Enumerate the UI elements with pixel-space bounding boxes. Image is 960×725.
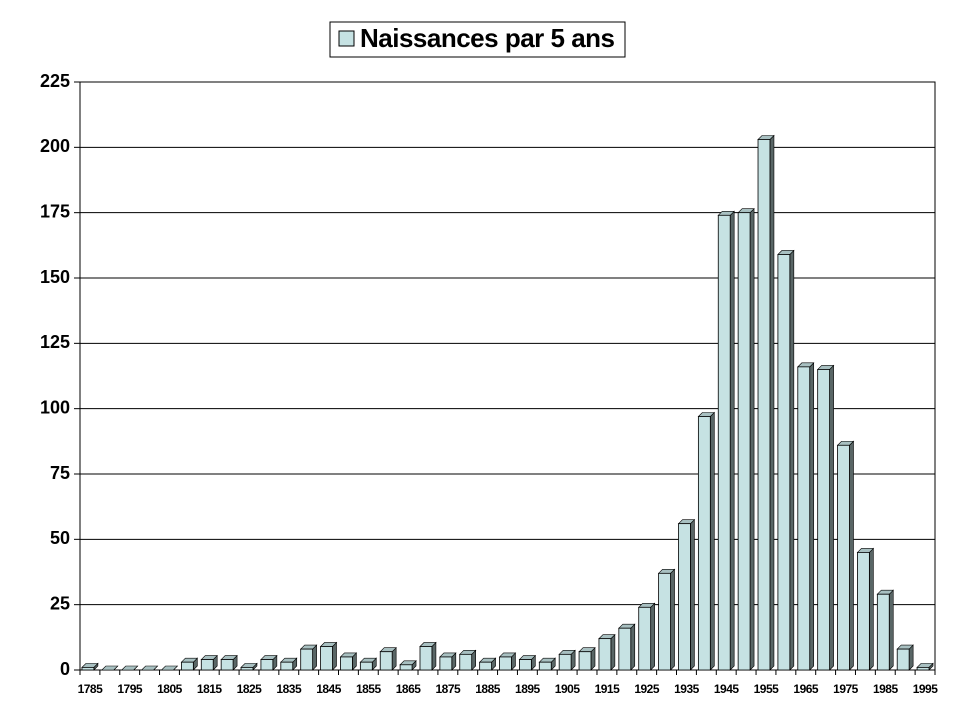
bar <box>757 139 771 671</box>
bar <box>578 651 592 671</box>
bar <box>837 444 850 671</box>
bar <box>737 212 751 671</box>
bar <box>618 627 632 671</box>
bar <box>777 254 791 671</box>
bar <box>220 659 234 671</box>
bar <box>658 572 671 671</box>
bar-side <box>749 207 755 671</box>
bar <box>399 664 413 671</box>
bar-top <box>121 665 139 671</box>
bar-side <box>670 568 675 671</box>
bar-side <box>729 210 735 671</box>
bar <box>678 523 691 671</box>
x-tick-label: 1845 <box>316 682 342 696</box>
x-tick-label: 1955 <box>754 682 780 696</box>
bar <box>300 648 314 671</box>
bar <box>499 656 512 671</box>
x-tick-label: 1975 <box>833 682 859 696</box>
bar-side <box>789 249 795 671</box>
bar-top <box>160 665 179 671</box>
y-tick-label: 25 <box>50 593 70 613</box>
bar-side <box>710 411 715 671</box>
bar <box>916 666 930 671</box>
bar <box>598 638 612 671</box>
y-tick-label: 125 <box>40 332 70 352</box>
bar-top <box>101 665 119 671</box>
bar <box>439 656 453 671</box>
bar <box>419 646 433 671</box>
x-tick-label: 1925 <box>634 682 660 696</box>
y-tick-label: 50 <box>50 528 70 548</box>
y-tick-label: 75 <box>50 463 70 483</box>
x-tick-label: 1985 <box>873 682 899 696</box>
x-tick-label: 1965 <box>793 682 819 696</box>
bar <box>240 666 254 671</box>
bar <box>359 661 373 671</box>
bar-side <box>332 641 337 671</box>
bar-top <box>140 665 159 671</box>
y-tick-label: 200 <box>40 136 70 156</box>
bar <box>320 646 333 671</box>
bar-side <box>849 440 854 671</box>
y-tick-label: 100 <box>40 397 70 417</box>
y-tick-label: 150 <box>40 267 70 287</box>
bar <box>519 659 532 671</box>
bar <box>797 366 811 671</box>
bar <box>280 661 294 671</box>
bar-side <box>829 364 834 671</box>
x-tick-label: 1815 <box>197 682 223 696</box>
bar <box>260 659 274 671</box>
y-tick-label: 0 <box>60 659 70 679</box>
x-tick-label: 1945 <box>714 682 740 696</box>
bar <box>479 661 492 671</box>
y-tick-label: 175 <box>40 201 70 221</box>
bar <box>180 661 194 671</box>
x-tick-label: 1995 <box>913 682 939 696</box>
bar-side <box>869 547 874 671</box>
x-tick-label: 1885 <box>475 682 501 696</box>
bar-side <box>650 602 655 671</box>
bar <box>896 648 910 671</box>
bar <box>558 653 572 671</box>
bar-side <box>610 633 616 671</box>
legend-swatch <box>338 30 355 47</box>
bar <box>857 552 870 671</box>
bar <box>379 651 393 671</box>
x-tick-label: 1895 <box>515 682 541 696</box>
x-tick-label: 1865 <box>396 682 422 696</box>
legend: Naissances par 5 ans <box>329 21 626 58</box>
x-tick-label: 1785 <box>78 682 104 696</box>
x-tick-label: 1825 <box>237 682 263 696</box>
bar <box>638 606 652 671</box>
x-tick-label: 1855 <box>356 682 382 696</box>
x-tick-label: 1915 <box>595 682 621 696</box>
x-tick-label: 1795 <box>117 682 143 696</box>
x-tick-label: 1905 <box>555 682 581 696</box>
bar-side <box>888 589 894 671</box>
bar <box>200 659 214 671</box>
bar <box>817 369 831 671</box>
bar-side <box>809 362 815 671</box>
bar-side <box>769 134 775 671</box>
legend-label: Naissances par 5 ans <box>360 23 615 53</box>
x-tick-label: 1805 <box>157 682 183 696</box>
y-tick-label: 225 <box>40 71 70 91</box>
x-tick-label: 1875 <box>435 682 461 696</box>
bar <box>876 593 890 671</box>
x-tick-label: 1935 <box>674 682 700 696</box>
bar <box>340 656 353 671</box>
bar <box>459 653 473 671</box>
bar-side <box>630 623 636 671</box>
legend-box <box>329 21 626 58</box>
bar <box>81 666 95 671</box>
bar <box>717 214 731 671</box>
bar-side <box>690 518 695 671</box>
bar-side <box>431 641 437 671</box>
bar <box>538 661 552 671</box>
x-tick-label: 1835 <box>276 682 302 696</box>
bar <box>697 416 711 671</box>
